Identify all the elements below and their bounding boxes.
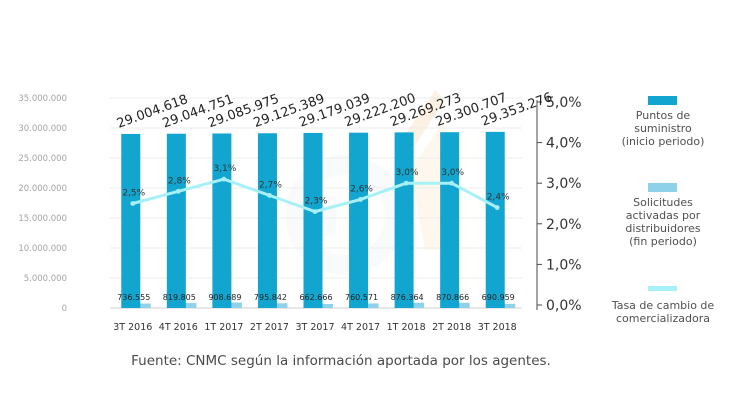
rate-value-label: 2,4%	[487, 193, 510, 203]
rate-value-label: 3,0%	[441, 168, 464, 178]
x-tick-label: 4T 2017	[341, 322, 380, 333]
rate-point	[267, 192, 272, 198]
right-tick-label: 4,0%	[546, 136, 582, 152]
bar-puntos	[349, 132, 369, 308]
rate-point	[403, 180, 409, 186]
rate-point	[358, 197, 363, 202]
rate-value-label: 3,0%	[396, 168, 419, 178]
small-bar-value-label: 819.805	[163, 293, 196, 302]
rate-point	[494, 205, 500, 210]
legend-label: comercializadora	[616, 312, 710, 325]
legend-label: Solicitudes	[633, 196, 693, 209]
small-bar-value-label: 760.571	[345, 293, 378, 302]
x-tick-label: 3T 2018	[478, 322, 517, 333]
left-tick-label: 15.000.000	[18, 214, 67, 224]
rate-value-label: 2,7%	[259, 180, 282, 190]
legend-label: activadas por	[626, 209, 701, 222]
x-tick-label: 2T 2018	[432, 322, 471, 333]
bar-puntos	[303, 132, 323, 308]
small-bar-value-label: 662.666	[299, 293, 332, 302]
rate-point	[449, 180, 455, 186]
legend-label: distribuidores	[625, 222, 700, 235]
x-tick-label: 3T 2016	[113, 322, 152, 333]
right-tick-label: 0,0%	[546, 298, 582, 314]
rate-value-label: 2,6%	[350, 184, 373, 194]
legend-label: suministro	[634, 122, 692, 135]
line-series: 2,5% 2,8% 3,1% 2,7% 2,3% 2,6% 3,0% 3,0% 2,4%	[122, 164, 510, 215]
bar-puntos	[440, 132, 460, 308]
source-note: Fuente: CNMC según la información aporta…	[131, 353, 551, 369]
bar-puntos	[166, 133, 186, 308]
x-tick-label: 1T 2017	[204, 322, 243, 333]
left-tick-label: 0	[62, 304, 67, 314]
small-bar-value-label: 736.555	[117, 293, 150, 302]
rate-value-label: 2,8%	[168, 176, 191, 186]
legend-label: Tasa de cambio de	[611, 299, 715, 312]
legend-label: (inicio periodo)	[622, 135, 705, 148]
rate-value-label: 3,1%	[213, 164, 236, 174]
left-tick-label: 30.000.000	[18, 124, 67, 134]
legend-label: Puntos de	[636, 109, 691, 122]
legend-swatch	[648, 96, 677, 105]
right-tick-label: 1,0%	[546, 257, 582, 273]
bar-puntos	[485, 131, 505, 308]
small-bar-value-label: 870.866	[436, 293, 469, 302]
bar-puntos	[257, 133, 277, 308]
left-tick-label: 25.000.000	[18, 154, 67, 164]
rate-point	[130, 201, 136, 206]
left-tick-label: 20.000.000	[18, 184, 67, 194]
small-bar-value-label: 908.689	[208, 293, 241, 302]
x-tick-label: 4T 2016	[159, 322, 198, 333]
bar-puntos	[394, 132, 414, 308]
small-bar-value-label: 795.842	[254, 293, 287, 302]
legend-label: (fin periodo)	[629, 235, 697, 248]
left-tick-label: 5.000.000	[24, 274, 67, 284]
rate-point	[312, 209, 318, 215]
small-bar-value-label: 876.364	[391, 293, 424, 302]
small-bar-value-label: 690.959	[482, 293, 515, 302]
rate-point	[175, 188, 181, 194]
legend-swatch	[648, 183, 677, 192]
bar-puntos	[121, 133, 141, 308]
rate-point	[221, 176, 227, 182]
left-tick-label: 10.000.000	[18, 244, 67, 254]
rate-value-label: 2,5%	[122, 189, 145, 199]
right-axis: 0,0% 1,0% 2,0% 3,0% 4,0% 5,0%	[536, 95, 582, 314]
right-tick-label: 2,0%	[546, 217, 582, 233]
rate-value-label: 2,3%	[305, 197, 328, 207]
x-axis: 3T 2016 4T 2016 1T 2017 2T 2017 3T 2017 4T 20…	[113, 322, 516, 333]
legend-swatch	[648, 286, 677, 291]
right-tick-label: 3,0%	[546, 176, 582, 192]
x-tick-label: 2T 2017	[250, 322, 289, 333]
left-axis: 0 5.000.000 10.000.000 15.000.000 20.000.000…	[18, 94, 67, 314]
left-tick-label: 35.000.000	[18, 94, 67, 104]
x-tick-label: 3T 2017	[295, 322, 334, 333]
x-tick-label: 1T 2018	[387, 322, 426, 333]
right-tick-label: 5,0%	[546, 95, 582, 111]
bar-puntos	[212, 133, 232, 308]
